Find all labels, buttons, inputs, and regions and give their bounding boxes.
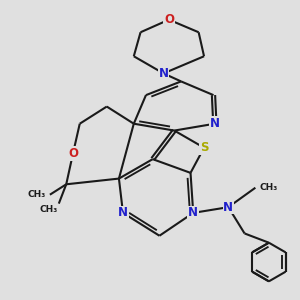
Text: CH₃: CH₃: [260, 183, 278, 192]
Text: CH₃: CH₃: [27, 190, 45, 199]
Text: N: N: [118, 206, 128, 219]
Text: O: O: [68, 147, 78, 160]
Text: N: N: [224, 201, 233, 214]
Text: CH₃: CH₃: [39, 205, 57, 214]
Text: N: N: [210, 117, 220, 130]
Text: S: S: [200, 141, 208, 154]
Text: N: N: [188, 206, 198, 219]
Text: N: N: [158, 67, 169, 80]
Text: O: O: [164, 13, 174, 26]
